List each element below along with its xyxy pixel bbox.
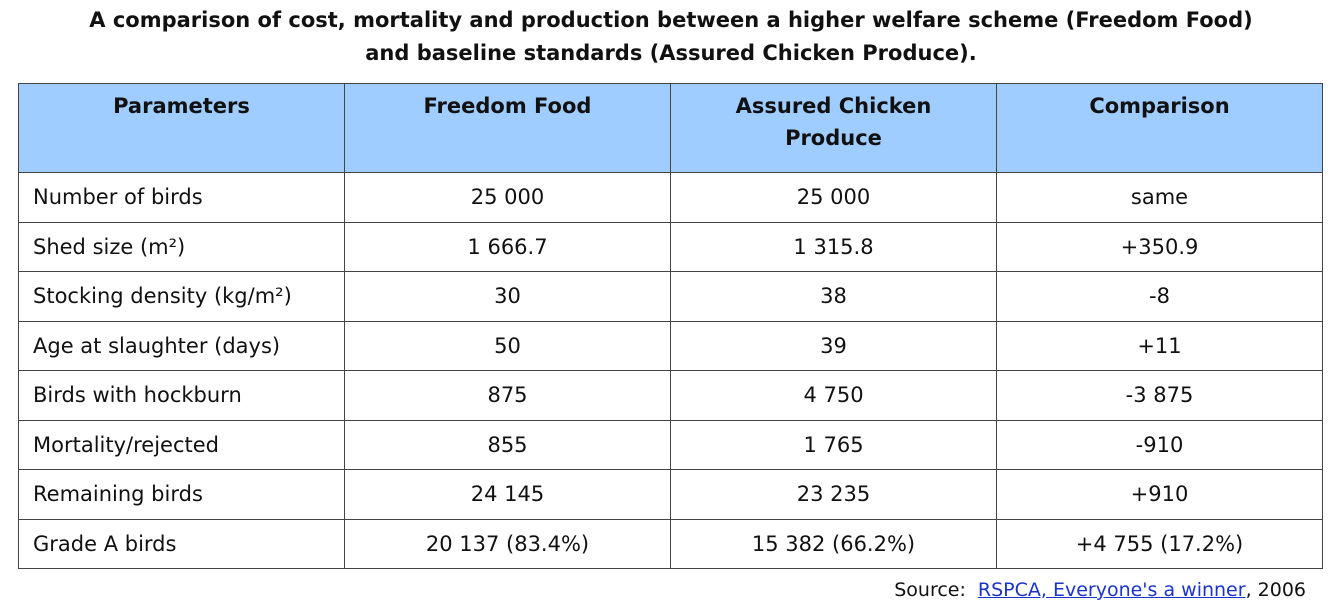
table-row: Grade A birds 20 137 (83.4%) 15 382 (66.2%…	[18, 518, 1323, 569]
table-row: Age at slaughter (days) 50 39 +11	[18, 320, 1323, 371]
table-cell: -8	[996, 271, 1323, 322]
table-cell: +4 755 (17.2%)	[996, 518, 1323, 569]
table-cell: 23 235	[670, 469, 997, 520]
row-label: Stocking density (kg/m²)	[18, 271, 345, 322]
table-row: Mortality/rejected 855 1 765 -910	[18, 419, 1323, 470]
table-cell: 24 145	[344, 469, 671, 520]
table-row: Birds with hockburn 875 4 750 -3 875	[18, 370, 1323, 421]
table-head: Parameters Freedom Food Assured Chicken Pr…	[18, 83, 1323, 173]
row-label: Mortality/rejected	[18, 419, 345, 470]
table-cell: same	[996, 172, 1323, 223]
row-label: Grade A birds	[18, 518, 345, 569]
row-label: Number of birds	[18, 172, 345, 223]
header-row: Parameters Freedom Food Assured Chicken Pr…	[18, 83, 1323, 173]
table-cell: 1 666.7	[344, 221, 671, 272]
table-cell: 1 765	[670, 419, 997, 470]
table: Parameters Freedom Food Assured Chicken Pr…	[18, 83, 1323, 569]
table-cell: 4 750	[670, 370, 997, 421]
table-cell: -910	[996, 419, 1323, 470]
table-cell: 38	[670, 271, 997, 322]
source-year: , 2006	[1245, 579, 1306, 601]
table-cell: +11	[996, 320, 1323, 371]
header-cell: Comparison	[996, 83, 1323, 173]
row-label: Age at slaughter (days)	[18, 320, 345, 371]
table-cell: 39	[670, 320, 997, 371]
table-cell: 50	[344, 320, 671, 371]
row-label: Shed size (m²)	[18, 221, 345, 272]
header-cell: Freedom Food	[344, 83, 671, 173]
table-row: Number of birds 25 000 25 000 same	[18, 172, 1323, 223]
table-cell: 25 000	[344, 172, 671, 223]
table-cell: 15 382 (66.2%)	[670, 518, 997, 569]
table-cell: 20 137 (83.4%)	[344, 518, 671, 569]
table-cell: 855	[344, 419, 671, 470]
table-cell: +910	[996, 469, 1323, 520]
source: Source: RSPCA, Everyone's a winner, 2006	[894, 579, 1306, 601]
table-cell: 30	[344, 271, 671, 322]
title-line: and baseline standards (Assured Chicken …	[365, 41, 977, 65]
row-label: Remaining birds	[18, 469, 345, 520]
table-body: Number of birds 25 000 25 000 same Shed size…	[18, 172, 1323, 569]
row-label: Birds with hockburn	[18, 370, 345, 421]
source-link[interactable]: RSPCA, Everyone's a winner	[977, 579, 1246, 601]
table-cell: +350.9	[996, 221, 1323, 272]
title: A comparison of cost, mortality and prod…	[0, 4, 1342, 70]
table-cell: -3 875	[996, 370, 1323, 421]
title-line: A comparison of cost, mortality and prod…	[89, 8, 1253, 32]
header-cell: Assured Chicken Produce	[670, 83, 997, 173]
table-row: Remaining birds 24 145 23 235 +910	[18, 469, 1323, 520]
table-cell: 25 000	[670, 172, 997, 223]
table-cell: 1 315.8	[670, 221, 997, 272]
table-row: Stocking density (kg/m²) 30 38 -8	[18, 271, 1323, 322]
table-cell: 875	[344, 370, 671, 421]
header-cell: Parameters	[18, 83, 345, 173]
table-row: Shed size (m²) 1 666.7 1 315.8 +350.9	[18, 221, 1323, 272]
source-label: Source:	[894, 579, 966, 601]
